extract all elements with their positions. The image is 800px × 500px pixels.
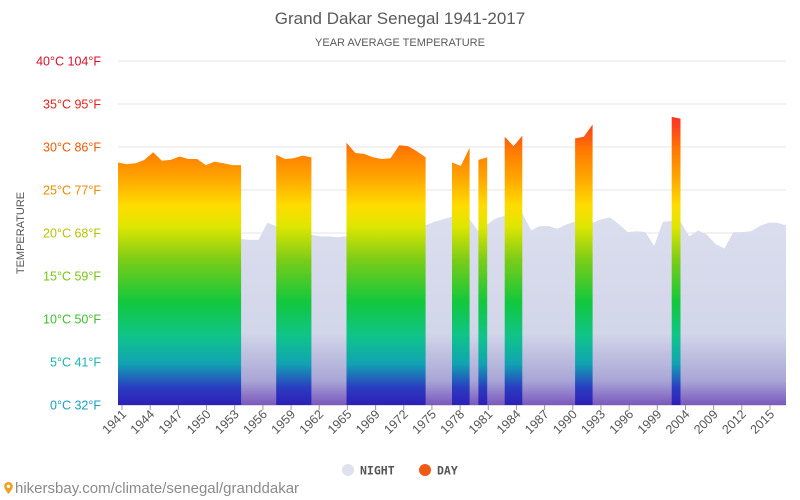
x-tick-label: 1959 xyxy=(269,407,299,437)
x-tick-label: 2004 xyxy=(663,407,693,437)
legend-item-night[interactable]: NIGHT xyxy=(342,464,395,478)
x-tick-label: 1941 xyxy=(100,407,130,437)
x-tick-label: 1987 xyxy=(522,407,552,437)
day-area-segment xyxy=(504,135,523,406)
y-tick-label: 30°C 86°F xyxy=(43,141,101,155)
source-footer[interactable]: hikersbay.com/climate/senegal/granddakar xyxy=(4,480,299,497)
legend-swatch-night xyxy=(342,464,354,476)
y-axis-ticks: 0°C 32°F 5°C 41°F 10°C 50°F 15°C 59°F 20°C 6… xyxy=(36,55,101,413)
legend-swatch-day xyxy=(419,464,431,476)
y-tick-label: 20°C 68°F xyxy=(43,227,101,241)
y-tick-label: 35°C 95°F xyxy=(43,98,101,112)
x-tick-label: 1950 xyxy=(184,407,214,437)
x-tick-label: 1965 xyxy=(325,407,355,437)
day-area-segment xyxy=(575,124,593,405)
legend: NIGHT DAY xyxy=(342,464,458,478)
day-area-segment xyxy=(478,157,488,405)
chart-subtitle: YEAR AVERAGE TEMPERATURE xyxy=(315,37,485,49)
legend-label-day: DAY xyxy=(437,464,458,478)
x-tick-label: 1990 xyxy=(550,407,580,437)
day-area-segment xyxy=(276,154,312,405)
x-tick-label: 1999 xyxy=(635,407,665,437)
day-area-segment xyxy=(118,152,242,405)
x-tick-label: 1956 xyxy=(240,407,270,437)
y-tick-label: 5°C 41°F xyxy=(50,356,101,370)
y-tick-label: 15°C 59°F xyxy=(43,270,101,284)
y-axis-label: TEMPERATURE xyxy=(15,192,27,274)
day-series xyxy=(118,116,681,406)
x-tick-label: 1981 xyxy=(466,407,496,437)
y-tick-label: 40°C 104°F xyxy=(36,55,101,69)
x-axis-ticks: 1941194419471950195319561959196219651969… xyxy=(100,405,778,437)
x-tick-label: 1962 xyxy=(297,407,327,437)
location-pin-icon xyxy=(4,482,13,494)
x-tick-label: 1944 xyxy=(128,407,158,437)
x-tick-label: 1975 xyxy=(409,407,439,437)
day-area-segment xyxy=(671,116,681,406)
x-tick-label: 1978 xyxy=(438,407,468,437)
x-tick-label: 1996 xyxy=(607,407,637,437)
y-tick-label: 0°C 32°F xyxy=(50,399,101,413)
y-tick-label: 10°C 50°F xyxy=(43,313,101,327)
x-tick-label: 1953 xyxy=(212,407,242,437)
x-tick-label: 1969 xyxy=(353,407,383,437)
x-tick-label: 2015 xyxy=(748,407,778,437)
chart-title: Grand Dakar Senegal 1941-2017 xyxy=(275,9,525,28)
legend-item-day[interactable]: DAY xyxy=(419,464,458,478)
x-tick-label: 1993 xyxy=(579,407,609,437)
x-tick-label: 2012 xyxy=(719,407,749,437)
y-tick-label: 25°C 77°F xyxy=(43,184,101,198)
legend-label-night: NIGHT xyxy=(360,464,395,478)
x-tick-label: 1972 xyxy=(381,407,411,437)
x-tick-label: 2009 xyxy=(691,407,721,437)
day-area-segment xyxy=(346,142,426,405)
source-url[interactable]: hikersbay.com/climate/senegal/granddakar xyxy=(15,480,300,497)
x-tick-label: 1984 xyxy=(494,407,524,437)
x-tick-label: 1947 xyxy=(156,407,186,437)
day-area-segment xyxy=(452,147,470,405)
